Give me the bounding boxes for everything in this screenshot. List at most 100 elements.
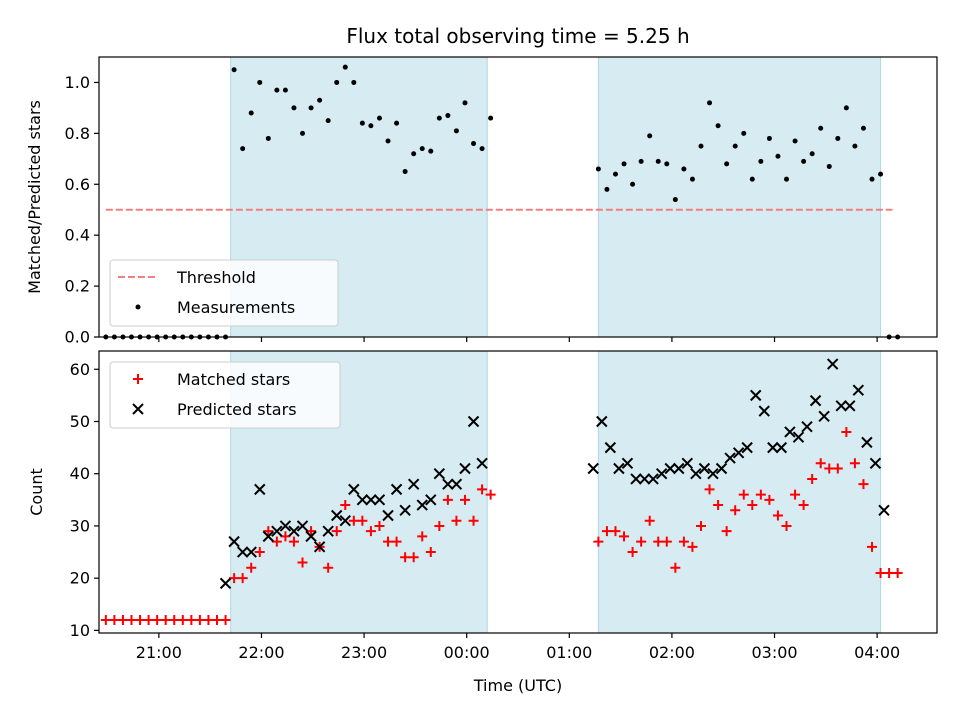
y-tick-label: 20	[70, 569, 90, 588]
y-tick-label: 0.0	[65, 328, 90, 347]
measurement-point	[604, 186, 610, 192]
matched-star-point	[100, 614, 111, 625]
measurement-point	[411, 151, 417, 157]
measurement-point	[672, 197, 678, 203]
matched-star-point	[348, 515, 359, 526]
matched-star-point	[661, 536, 672, 547]
predicted-star-point	[271, 525, 283, 537]
top-y-axis-label: Matched/Predicted stars	[25, 100, 44, 294]
y-tick-label: 0.4	[65, 226, 90, 245]
measurement-point	[394, 120, 400, 126]
bottom-y-ticks: 10 20 30 40 50 60	[70, 360, 99, 640]
predicted-star-point	[407, 478, 420, 490]
measurement-point	[878, 171, 884, 177]
predicted-star-point	[365, 494, 377, 506]
matched-star-point	[485, 489, 496, 500]
predicted-star-point	[878, 504, 890, 516]
measurement-point	[664, 161, 670, 167]
y-tick-label: 0.8	[65, 124, 90, 143]
predicted-star-point	[228, 535, 240, 548]
matched-star-point	[340, 500, 351, 511]
y-tick-label: 10	[70, 621, 90, 640]
measurement-point	[436, 115, 442, 121]
predicted-star-point	[844, 400, 856, 412]
matched-star-point	[477, 484, 488, 495]
x-tick-label: 01:00	[546, 643, 592, 662]
matched-star-point	[425, 547, 436, 558]
predicted-star-point	[835, 400, 847, 412]
bottom-y-axis-label: Count	[27, 468, 46, 516]
x-tick-label: 04:00	[854, 643, 900, 662]
observing-window-2	[597, 350, 882, 634]
matched-star-point	[841, 426, 852, 437]
measurement-point	[647, 133, 653, 139]
legend-matched-swatch	[133, 374, 143, 384]
predicted-star-point	[655, 468, 668, 480]
measurement-point	[715, 123, 721, 129]
matched-star-point	[152, 614, 163, 625]
matched-star-point	[212, 614, 223, 625]
matched-star-point	[417, 531, 428, 542]
bottom-legend: Matched stars Predicted stars	[109, 361, 341, 429]
matched-star-point	[849, 458, 860, 469]
measurement-point	[428, 148, 434, 154]
measurement-point	[402, 169, 408, 175]
matched-star-point	[781, 520, 792, 531]
matched-star-point	[186, 614, 197, 625]
measurement-point	[621, 161, 627, 167]
matched-star-point	[815, 458, 826, 469]
matched-star-point	[383, 536, 394, 547]
measurement-point	[351, 79, 357, 85]
y-tick-label: 40	[70, 464, 90, 483]
matched-star-point	[117, 614, 128, 625]
predicted-star-point	[613, 462, 625, 475]
matched-star-point	[764, 494, 775, 505]
matched-star-point	[135, 614, 146, 625]
matched-star-point	[297, 557, 308, 568]
matched-star-point	[357, 515, 368, 526]
predicted-star-point	[433, 468, 446, 480]
top-legend: Threshold Measurements	[109, 259, 339, 327]
measurement-point	[792, 138, 798, 144]
predicted-star-point	[467, 415, 480, 428]
measurement-point	[479, 146, 485, 152]
measurement-point	[630, 181, 636, 187]
x-tick-label: 21:00	[136, 643, 182, 662]
matched-star-point	[246, 562, 257, 573]
measurement-point	[801, 158, 807, 164]
legend-predicted-label: Predicted stars	[177, 400, 297, 419]
measurement-point	[689, 176, 695, 182]
matched-star-point	[884, 567, 895, 578]
measurement-point	[707, 100, 713, 106]
x-tick-label: 22:00	[238, 643, 284, 662]
matched-star-point	[755, 489, 766, 500]
predicted-star-point	[784, 426, 796, 438]
predicted-star-point	[707, 468, 719, 480]
top-panel: 0.0 0.2 0.4 0.6 0.8 1.0 Matched/Predicted sta…	[25, 56, 938, 347]
bottom-x-ticks: 21:00 22:00 23:00 00:00 01:00 02:00 03:00 04:00	[136, 633, 900, 662]
matched-star-point	[644, 515, 655, 526]
matched-star-point	[254, 547, 265, 558]
matched-star-point	[143, 614, 154, 625]
predicted-star-point	[245, 546, 257, 558]
matched-star-point	[229, 573, 240, 584]
predicted-star-point	[869, 457, 882, 469]
predicted-star-point	[861, 436, 873, 449]
measurement-point	[766, 135, 772, 141]
measurement-point	[308, 105, 314, 111]
matched-star-point	[365, 526, 376, 537]
matched-star-point	[713, 500, 724, 511]
matched-star-point	[468, 515, 479, 526]
legend-threshold-label: Threshold	[176, 268, 256, 287]
predicted-star-point	[288, 525, 300, 537]
predicted-star-point	[450, 478, 463, 490]
predicted-star-point	[681, 457, 694, 469]
predicted-star-point	[459, 462, 471, 475]
predicted-star-point	[596, 415, 608, 428]
matched-star-point	[203, 614, 214, 625]
matched-star-point	[263, 526, 274, 537]
predicted-star-point	[416, 499, 428, 511]
measurement-point	[749, 176, 755, 182]
predicted-star-point	[638, 473, 651, 485]
measurement-point	[852, 143, 858, 149]
